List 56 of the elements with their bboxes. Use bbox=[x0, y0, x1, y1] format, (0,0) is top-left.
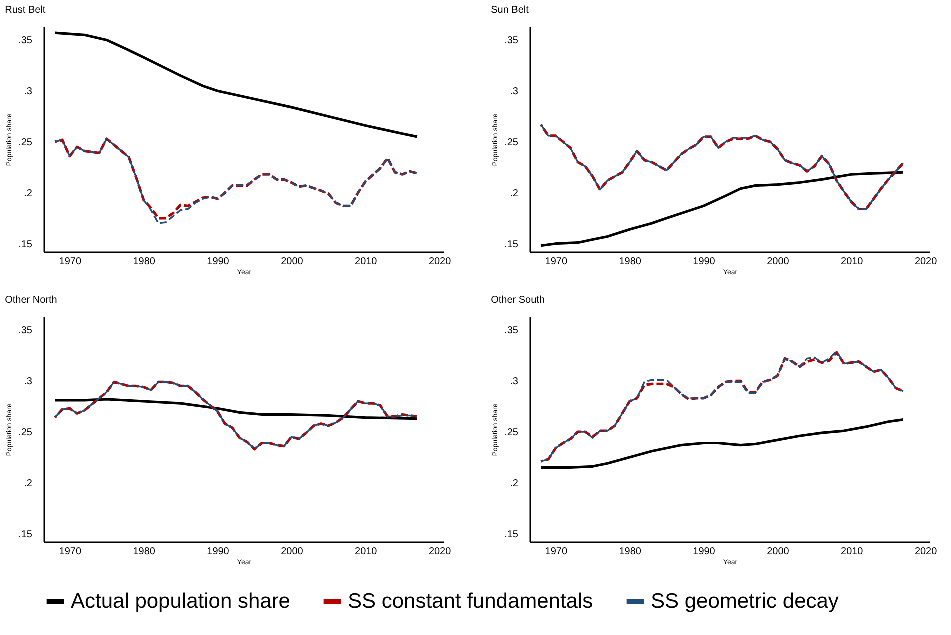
y-tick-label: .2 bbox=[510, 188, 519, 200]
x-tick-label: 2000 bbox=[281, 546, 304, 558]
x-tick-label: 2010 bbox=[841, 256, 864, 268]
y-tick-label: .2 bbox=[510, 478, 519, 490]
x-tick-label: 2020 bbox=[914, 256, 938, 268]
line-series bbox=[540, 171, 905, 248]
x-tick-label: 1970 bbox=[545, 256, 568, 268]
x-tick-label: 2020 bbox=[428, 256, 452, 268]
y-tick-label: .25 bbox=[504, 428, 519, 439]
y-tick-label: .2 bbox=[24, 478, 33, 490]
line-series bbox=[54, 32, 419, 138]
line-series bbox=[540, 123, 905, 211]
x-tick-label: 1970 bbox=[545, 546, 568, 558]
x-tick-label: 2010 bbox=[355, 546, 378, 558]
x-tick-label: 1980 bbox=[133, 256, 156, 268]
x-tick-label: 1990 bbox=[207, 256, 230, 268]
y-tick-label: .35 bbox=[504, 36, 519, 47]
x-tick-label: 2000 bbox=[767, 546, 790, 558]
x-tick-label: 2000 bbox=[767, 256, 790, 268]
y-tick-label: .3 bbox=[510, 86, 519, 98]
chart-title: Other North bbox=[5, 295, 58, 306]
x-tick-label: 1990 bbox=[693, 256, 716, 268]
y-tick-label: .15 bbox=[18, 239, 33, 250]
y-tick-label: .3 bbox=[24, 86, 33, 98]
chart-title: Rust Belt bbox=[5, 5, 46, 16]
x-tick-label: 1980 bbox=[619, 256, 642, 268]
y-tick-label: .25 bbox=[18, 428, 33, 439]
x-tick-label: 2010 bbox=[355, 256, 378, 268]
y-tick-label: .25 bbox=[504, 138, 519, 149]
legend-label: SS constant fundamentals bbox=[348, 590, 594, 613]
x-tick-label: 1980 bbox=[133, 546, 156, 558]
x-tick-label: 2020 bbox=[914, 546, 938, 558]
y-tick-label: .2 bbox=[24, 188, 33, 200]
line-series bbox=[540, 418, 905, 469]
y-tick-label: .15 bbox=[504, 529, 519, 540]
chart-title: Sun Belt bbox=[491, 5, 530, 16]
x-tick-label: 2000 bbox=[281, 256, 304, 268]
x-tick-label: 1990 bbox=[207, 546, 230, 558]
legend-label: Actual population share bbox=[71, 590, 290, 613]
line-series bbox=[54, 398, 419, 420]
legend-label: SS geometric decay bbox=[651, 590, 840, 613]
x-tick-label: 1980 bbox=[619, 546, 642, 558]
y-tick-label: .25 bbox=[18, 138, 33, 149]
chart-title: Other South bbox=[491, 295, 546, 306]
y-tick-label: .3 bbox=[24, 376, 33, 388]
y-tick-label: .35 bbox=[18, 326, 33, 337]
x-tick-label: 2020 bbox=[428, 546, 452, 558]
y-tick-label: .35 bbox=[18, 36, 33, 47]
y-tick-label: .35 bbox=[504, 326, 519, 337]
y-tick-label: .15 bbox=[18, 529, 33, 540]
y-tick-label: .15 bbox=[504, 239, 519, 250]
y-tick-label: .3 bbox=[510, 376, 519, 388]
x-tick-label: 2010 bbox=[841, 546, 864, 558]
x-tick-label: 1970 bbox=[59, 256, 82, 268]
x-tick-label: 1970 bbox=[59, 546, 82, 558]
x-tick-label: 1990 bbox=[693, 546, 716, 558]
